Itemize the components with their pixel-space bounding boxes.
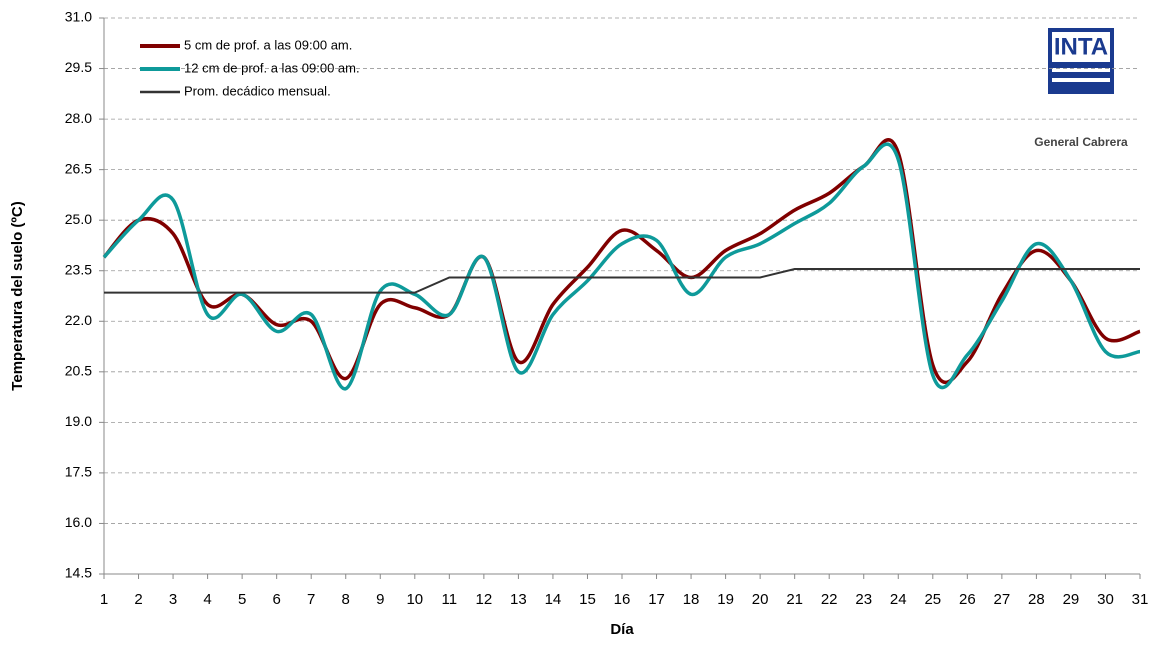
y-tick-label: 17.5 — [65, 464, 92, 480]
x-tick-label: 25 — [924, 591, 941, 608]
series-line — [104, 268, 1140, 294]
series-line — [102, 142, 1141, 391]
x-tick-label: 19 — [717, 591, 734, 608]
legend-label: Prom. decádico mensual. — [184, 83, 331, 98]
y-tick-label: 19.0 — [65, 413, 92, 429]
x-tick-label: 10 — [406, 591, 423, 608]
x-tick-label: 15 — [579, 591, 596, 608]
x-tick-label: 14 — [545, 591, 562, 608]
legend-label: 5 cm de prof. a las 09:00 am. — [184, 37, 352, 52]
series-line — [102, 138, 1141, 385]
x-tick-label: 4 — [203, 591, 211, 608]
logo-stripe — [1052, 78, 1110, 82]
x-tick-label: 1 — [100, 591, 108, 608]
x-tick-label: 11 — [442, 591, 458, 608]
y-tick-label: 23.5 — [65, 261, 92, 277]
x-tick-label: 31 — [1132, 591, 1149, 608]
logo-inner — [1052, 32, 1110, 62]
x-tick-label: 17 — [648, 591, 665, 608]
x-tick-label: 12 — [476, 591, 493, 608]
x-tick-label: 2 — [134, 591, 142, 608]
y-tick-label: 28.0 — [65, 110, 92, 126]
x-tick-label: 26 — [959, 591, 976, 608]
x-tick-label: 7 — [307, 591, 315, 608]
x-tick-label: 6 — [272, 591, 280, 608]
y-tick-label: 14.5 — [65, 565, 92, 581]
x-tick-label: 3 — [169, 591, 177, 608]
logo-caption: General Cabrera — [1034, 135, 1128, 149]
y-tick-label: 26.5 — [65, 160, 92, 176]
logo: INTA General Cabrera — [1034, 28, 1128, 149]
x-tick-label: 18 — [683, 591, 700, 608]
x-tick-label: 28 — [1028, 591, 1045, 608]
x-tick-label: 22 — [821, 591, 838, 608]
x-tick-label: 8 — [342, 591, 350, 608]
x-tick-label: 16 — [614, 591, 631, 608]
y-tick-label: 16.0 — [65, 514, 92, 530]
logo-stripe — [1052, 68, 1110, 72]
x-axis-label: Día — [610, 621, 634, 638]
legend-label: 12 cm de prof. a las 09:00 am. — [184, 60, 360, 75]
x-tick-label: 23 — [855, 591, 872, 608]
x-tick-label: 13 — [510, 591, 527, 608]
y-tick-label: 31.0 — [65, 9, 92, 25]
y-tick-label: 20.5 — [65, 363, 92, 379]
x-tick-label: 30 — [1097, 591, 1114, 608]
y-axis-label: Temperatura del suelo (ºC) — [9, 201, 26, 390]
y-tick-label: 22.0 — [65, 312, 92, 328]
x-tick-label: 5 — [238, 591, 246, 608]
y-tick-label: 25.0 — [65, 211, 92, 227]
y-tick-label: 29.5 — [65, 59, 92, 75]
logo-text: INTA — [1054, 33, 1108, 60]
x-tick-label: 9 — [376, 591, 384, 608]
x-tick-label: 29 — [1063, 591, 1080, 608]
x-tick-label: 20 — [752, 591, 769, 608]
x-tick-label: 24 — [890, 591, 907, 608]
x-tick-label: 21 — [786, 591, 803, 608]
x-tick-label: 27 — [994, 591, 1011, 608]
